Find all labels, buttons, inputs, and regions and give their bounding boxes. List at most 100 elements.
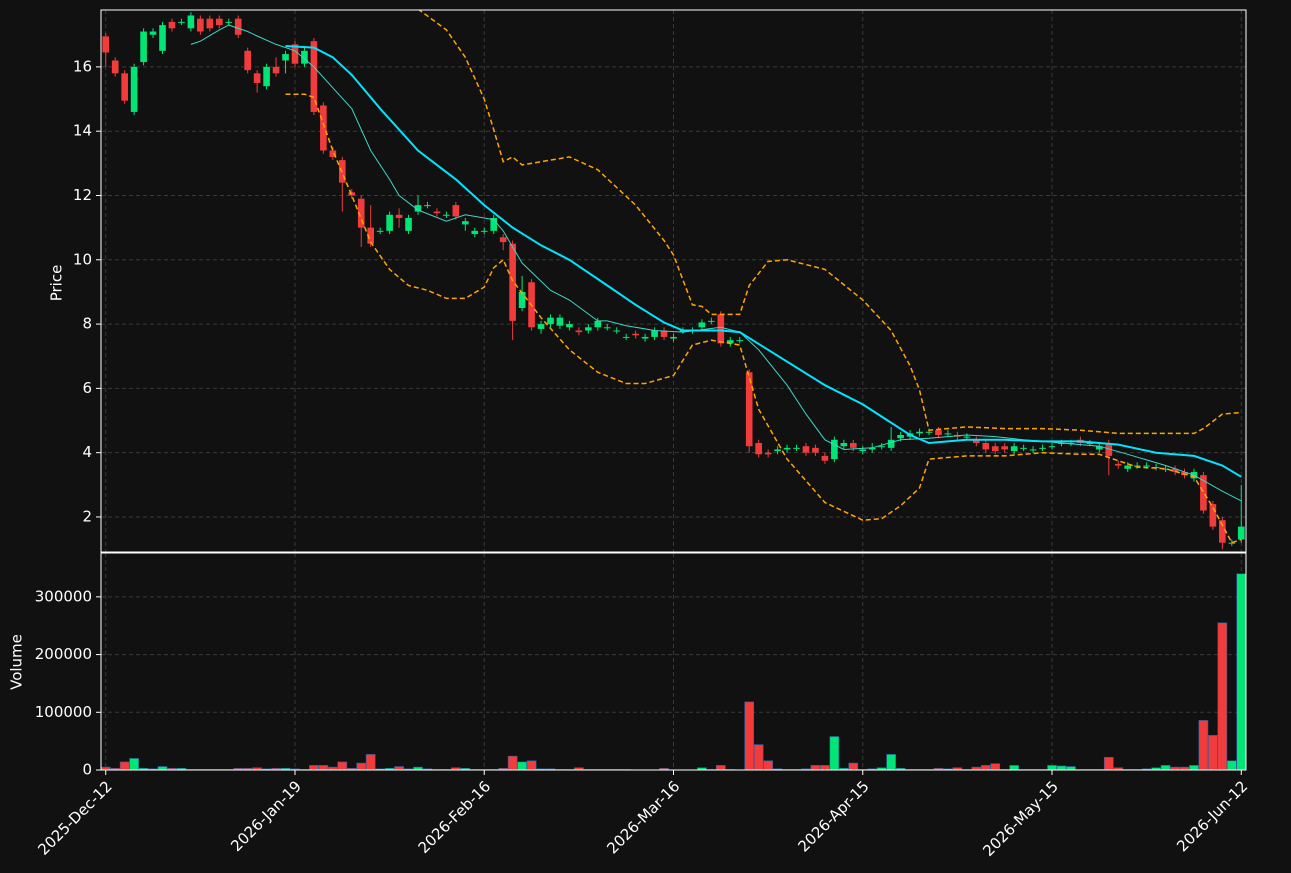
- y-tick-label: 4: [82, 443, 92, 461]
- candle-body: [556, 317, 564, 326]
- y-tick-label: 10: [73, 250, 92, 268]
- y-tick-label: 16: [73, 57, 92, 75]
- candle-body: [726, 340, 734, 344]
- volume-bar: [1103, 757, 1114, 771]
- overlay-line: [285, 93, 1242, 544]
- candle-body: [291, 44, 299, 64]
- candle-body: [1086, 443, 1094, 445]
- candle-body: [897, 434, 904, 439]
- candle-body: [272, 66, 280, 74]
- volume-bar: [980, 765, 991, 771]
- candle-body: [111, 60, 119, 74]
- candle-body: [301, 50, 308, 64]
- candle-body: [1029, 449, 1037, 451]
- candle-body: [206, 18, 214, 29]
- candle-body: [1171, 468, 1179, 472]
- candle-body: [745, 372, 753, 447]
- candle-body: [859, 449, 867, 452]
- volume-bar: [365, 754, 376, 771]
- volume-bar: [356, 762, 367, 771]
- candle-body: [225, 21, 233, 23]
- candle-body: [215, 18, 223, 26]
- volume-bar: [886, 754, 896, 771]
- candle-body: [1228, 542, 1236, 544]
- volume-bar: [157, 766, 168, 771]
- candle-body: [670, 336, 677, 339]
- candle-body: [944, 433, 952, 435]
- candle-body: [774, 449, 781, 452]
- candle-body: [868, 447, 876, 450]
- candle-body: [518, 291, 526, 309]
- candle-body: [234, 18, 242, 35]
- candle-body: [840, 443, 848, 447]
- candle-body: [651, 330, 658, 337]
- volume-bar: [829, 736, 840, 771]
- volume-bar: [753, 744, 764, 771]
- candle-body: [708, 320, 715, 322]
- candle-body: [613, 330, 621, 332]
- candle-body: [641, 336, 649, 339]
- y-tick-label: 2: [82, 507, 92, 525]
- candle-body: [566, 324, 573, 328]
- candle-body: [159, 25, 166, 51]
- volume-bar: [1056, 765, 1067, 771]
- volume-bar: [337, 761, 348, 771]
- candle-body: [783, 447, 791, 450]
- candle-body: [925, 431, 933, 433]
- candle-body: [963, 436, 971, 438]
- candle-body: [755, 443, 762, 455]
- volume-bar: [1189, 765, 1199, 771]
- candle-body: [660, 330, 668, 337]
- y-tick-label: 200000: [35, 645, 92, 663]
- candle-body: [1020, 447, 1027, 449]
- candle-body: [367, 227, 375, 244]
- volume-bar: [1217, 622, 1228, 771]
- candle-body: [585, 327, 592, 331]
- candle-body: [320, 105, 327, 151]
- candle-body: [499, 237, 507, 243]
- overlay-line: [285, 45, 1242, 478]
- volume-bar: [1066, 766, 1076, 771]
- candle-body: [395, 214, 403, 218]
- candle-body: [1133, 465, 1141, 467]
- candle-body: [1209, 504, 1217, 527]
- candle-body: [310, 41, 318, 112]
- candle-body: [849, 443, 857, 448]
- candle-body: [471, 230, 479, 235]
- candle-body: [140, 31, 147, 63]
- candle-body: [414, 205, 422, 212]
- candle-body: [244, 50, 251, 71]
- candle-body: [480, 230, 488, 232]
- candle-body: [433, 211, 441, 214]
- volume-bar: [309, 765, 319, 771]
- volume-bar: [810, 765, 821, 771]
- candle-body: [509, 243, 516, 321]
- overlay-line: [190, 24, 1242, 502]
- volume-bar: [119, 761, 130, 771]
- candle-body: [736, 340, 744, 342]
- volume-bar: [848, 762, 859, 771]
- candle-body: [1096, 446, 1103, 450]
- volume-bar: [129, 758, 139, 771]
- y-tick-label: 12: [73, 186, 92, 204]
- volume-bar: [526, 760, 537, 771]
- candle-body: [405, 217, 412, 231]
- candle-body: [1048, 446, 1056, 448]
- grid: [101, 10, 1246, 771]
- candle-body: [490, 217, 498, 231]
- candle-body: [1105, 443, 1113, 456]
- volume-bar: [1198, 720, 1209, 771]
- candle-body: [130, 66, 138, 112]
- volume-bar: [1047, 765, 1057, 771]
- volume-frame: [100, 552, 1247, 771]
- candle-body: [547, 317, 554, 325]
- candle-body: [1114, 463, 1122, 466]
- price-frame: [100, 9, 1247, 553]
- candle-body: [1058, 443, 1065, 445]
- candle-body: [357, 198, 365, 228]
- candle-body: [1143, 465, 1150, 467]
- volume-bar: [1226, 760, 1237, 771]
- candle-body: [1124, 465, 1132, 469]
